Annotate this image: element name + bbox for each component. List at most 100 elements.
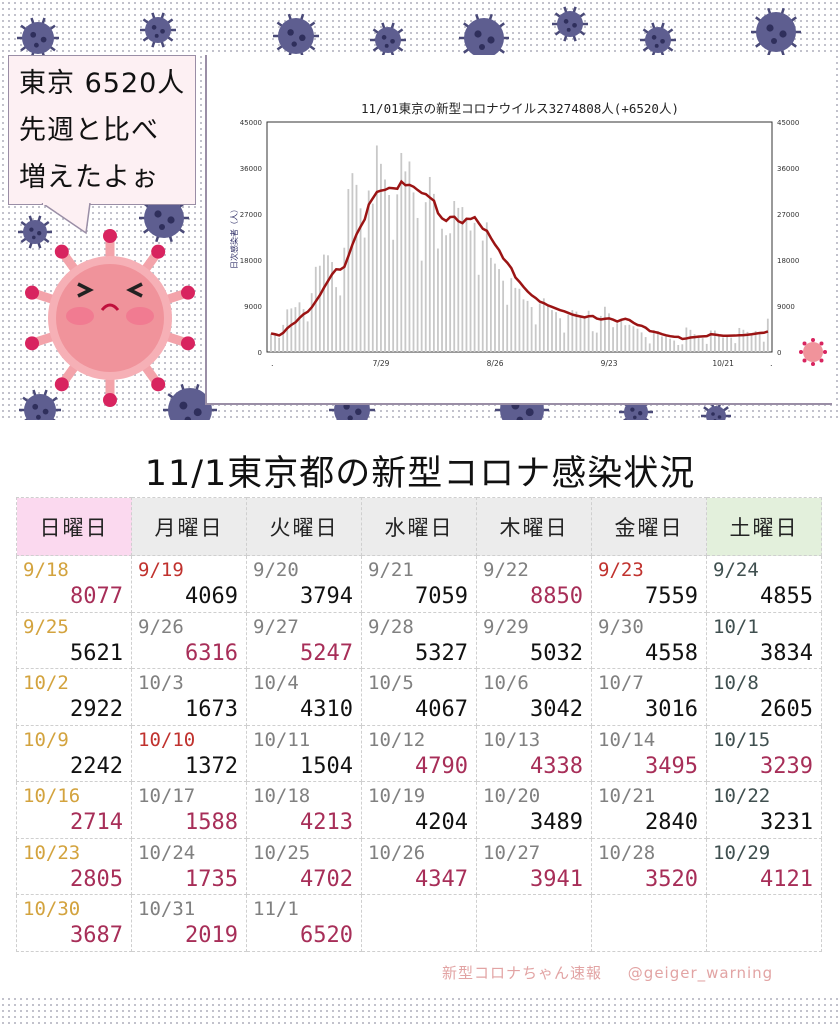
date-label: 10/5 bbox=[368, 672, 414, 694]
date-label: 10/13 bbox=[483, 728, 541, 751]
case-count: 4204 bbox=[415, 810, 468, 835]
bar bbox=[384, 179, 386, 352]
day-cell: 10/1 3834 bbox=[706, 611, 822, 669]
day-cell: 9/27 5247 bbox=[246, 611, 362, 669]
case-count: 8850 bbox=[530, 584, 583, 609]
bar bbox=[331, 262, 333, 352]
date-label: 10/26 bbox=[368, 841, 426, 864]
date-label: 9/25 bbox=[23, 615, 69, 638]
y-tick-label-left: 27000 bbox=[240, 211, 262, 219]
week-row: 10/16 2714 10/17 1588 10/18 4213 10/19 4204 10/2… bbox=[16, 781, 822, 839]
speech-bubble-tail bbox=[41, 203, 91, 235]
day-cell: 10/20 3489 bbox=[476, 781, 592, 839]
bar bbox=[542, 298, 545, 352]
date-label: 10/2 bbox=[23, 672, 69, 694]
bar bbox=[734, 343, 737, 352]
bar bbox=[693, 334, 696, 352]
x-tick-label: 7/29 bbox=[373, 359, 390, 368]
bar bbox=[652, 329, 655, 352]
date-label: 10/3 bbox=[138, 672, 184, 694]
weekday-header: 金曜日 bbox=[591, 497, 707, 556]
bar bbox=[583, 317, 586, 352]
date-label: 10/6 bbox=[483, 672, 529, 694]
case-count: 2922 bbox=[70, 697, 123, 722]
bar bbox=[567, 314, 570, 352]
chart-panel: 11/01東京の新型コロナウイルス3274808人(+6520人) 0 0 9000 9… bbox=[205, 55, 832, 405]
bar bbox=[286, 309, 289, 352]
day-cell: 10/23 2805 bbox=[16, 837, 132, 895]
weekday-header: 土曜日 bbox=[706, 497, 822, 556]
bar bbox=[298, 302, 301, 352]
date-label: 10/12 bbox=[368, 728, 426, 751]
case-count: 4790 bbox=[415, 753, 468, 779]
bar bbox=[510, 278, 513, 352]
bar bbox=[571, 310, 574, 352]
bar bbox=[408, 161, 411, 352]
day-cell: 10/8 2605 bbox=[706, 668, 822, 726]
day-cell: 10/7 3016 bbox=[591, 668, 707, 726]
bar bbox=[673, 340, 676, 352]
virus-icon bbox=[140, 12, 176, 48]
y-tick-label-right: 36000 bbox=[777, 165, 799, 173]
bar bbox=[274, 334, 276, 352]
bar bbox=[632, 326, 635, 352]
bar bbox=[555, 312, 557, 352]
date-label: 10/24 bbox=[138, 841, 196, 864]
case-count: 4069 bbox=[185, 584, 238, 609]
case-count: 4558 bbox=[645, 640, 698, 666]
day-cell: 10/19 4204 bbox=[361, 781, 477, 839]
bar bbox=[530, 307, 533, 352]
date-label: 9/24 bbox=[713, 559, 759, 581]
day-cell: 10/22 3231 bbox=[706, 781, 822, 839]
bar bbox=[551, 310, 553, 352]
bar bbox=[608, 313, 610, 352]
case-count: 3687 bbox=[70, 923, 123, 948]
bar bbox=[412, 192, 415, 352]
case-count: 3794 bbox=[300, 584, 353, 609]
bar bbox=[656, 331, 659, 352]
case-count: 7059 bbox=[415, 584, 468, 609]
bar bbox=[644, 337, 647, 352]
credit-name: 新型コロナちゃん速報 bbox=[442, 964, 603, 982]
bar bbox=[709, 330, 712, 352]
date-label: 10/20 bbox=[483, 785, 541, 807]
day-cell: 10/15 3239 bbox=[706, 724, 822, 782]
date-label: 9/27 bbox=[253, 615, 299, 638]
date-label: 11/1 bbox=[253, 898, 299, 920]
bar bbox=[689, 329, 692, 352]
bar bbox=[388, 195, 390, 352]
page-title: 11/1東京都の新型コロナ感染状況 bbox=[144, 454, 696, 494]
bar bbox=[595, 332, 598, 352]
mini-mascot-icon bbox=[799, 338, 827, 366]
date-label: 10/7 bbox=[598, 672, 644, 694]
date-label: 10/25 bbox=[253, 841, 311, 864]
average-line bbox=[270, 179, 769, 341]
bar bbox=[766, 318, 769, 352]
day-cell: 10/16 2714 bbox=[16, 781, 132, 839]
case-count: 4855 bbox=[760, 584, 813, 609]
date-label: 10/4 bbox=[253, 672, 299, 694]
date-label: 10/15 bbox=[713, 728, 771, 751]
week-row: 9/18 8077 9/19 4069 9/20 3794 9/21 7059 9/22 8850… bbox=[16, 555, 822, 613]
date-label: 10/9 bbox=[23, 728, 69, 751]
date-label: 10/10 bbox=[138, 728, 196, 751]
bar bbox=[453, 201, 456, 352]
day-cell: 9/20 3794 bbox=[246, 555, 362, 613]
y-tick-label-left: 0 bbox=[258, 349, 262, 357]
day-cell: 10/10 1372 bbox=[131, 724, 247, 782]
bar bbox=[538, 303, 541, 352]
bar bbox=[522, 299, 525, 352]
day-cell: 9/26 6316 bbox=[131, 611, 247, 669]
bar bbox=[318, 265, 321, 352]
date-label: 10/11 bbox=[253, 728, 311, 751]
date-label: 10/27 bbox=[483, 841, 541, 864]
y-tick-label-right: 45000 bbox=[777, 119, 799, 127]
y-tick-label-right: 9000 bbox=[777, 303, 795, 311]
bar bbox=[314, 266, 317, 352]
bar bbox=[465, 217, 468, 352]
bar bbox=[599, 315, 602, 352]
day-cell: 10/18 4213 bbox=[246, 781, 362, 839]
case-count: 4702 bbox=[300, 866, 353, 892]
bar bbox=[624, 325, 627, 352]
day-cell: 10/2 2922 bbox=[16, 668, 132, 726]
